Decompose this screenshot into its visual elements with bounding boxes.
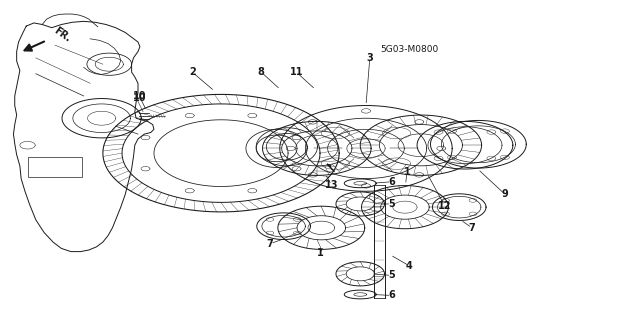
Text: 1: 1 — [317, 248, 323, 258]
Text: 7: 7 — [468, 223, 476, 233]
Text: 10: 10 — [132, 93, 146, 103]
Text: 13: 13 — [324, 180, 339, 190]
Text: 4: 4 — [406, 261, 413, 271]
Text: 10: 10 — [132, 91, 146, 101]
Text: 9: 9 — [502, 189, 509, 199]
Text: 7: 7 — [267, 239, 273, 249]
Text: 3: 3 — [367, 53, 373, 63]
Text: 1: 1 — [403, 167, 410, 177]
Text: 8: 8 — [258, 67, 265, 77]
Text: 5G03-M0800: 5G03-M0800 — [381, 45, 439, 55]
Text: 6: 6 — [388, 177, 395, 187]
Text: 5: 5 — [388, 271, 395, 280]
Text: 5: 5 — [388, 199, 395, 209]
Text: FR.: FR. — [52, 26, 72, 44]
Text: 6: 6 — [388, 290, 395, 300]
Text: 11: 11 — [290, 67, 303, 77]
Text: 12: 12 — [438, 201, 451, 211]
Text: 2: 2 — [189, 67, 196, 77]
